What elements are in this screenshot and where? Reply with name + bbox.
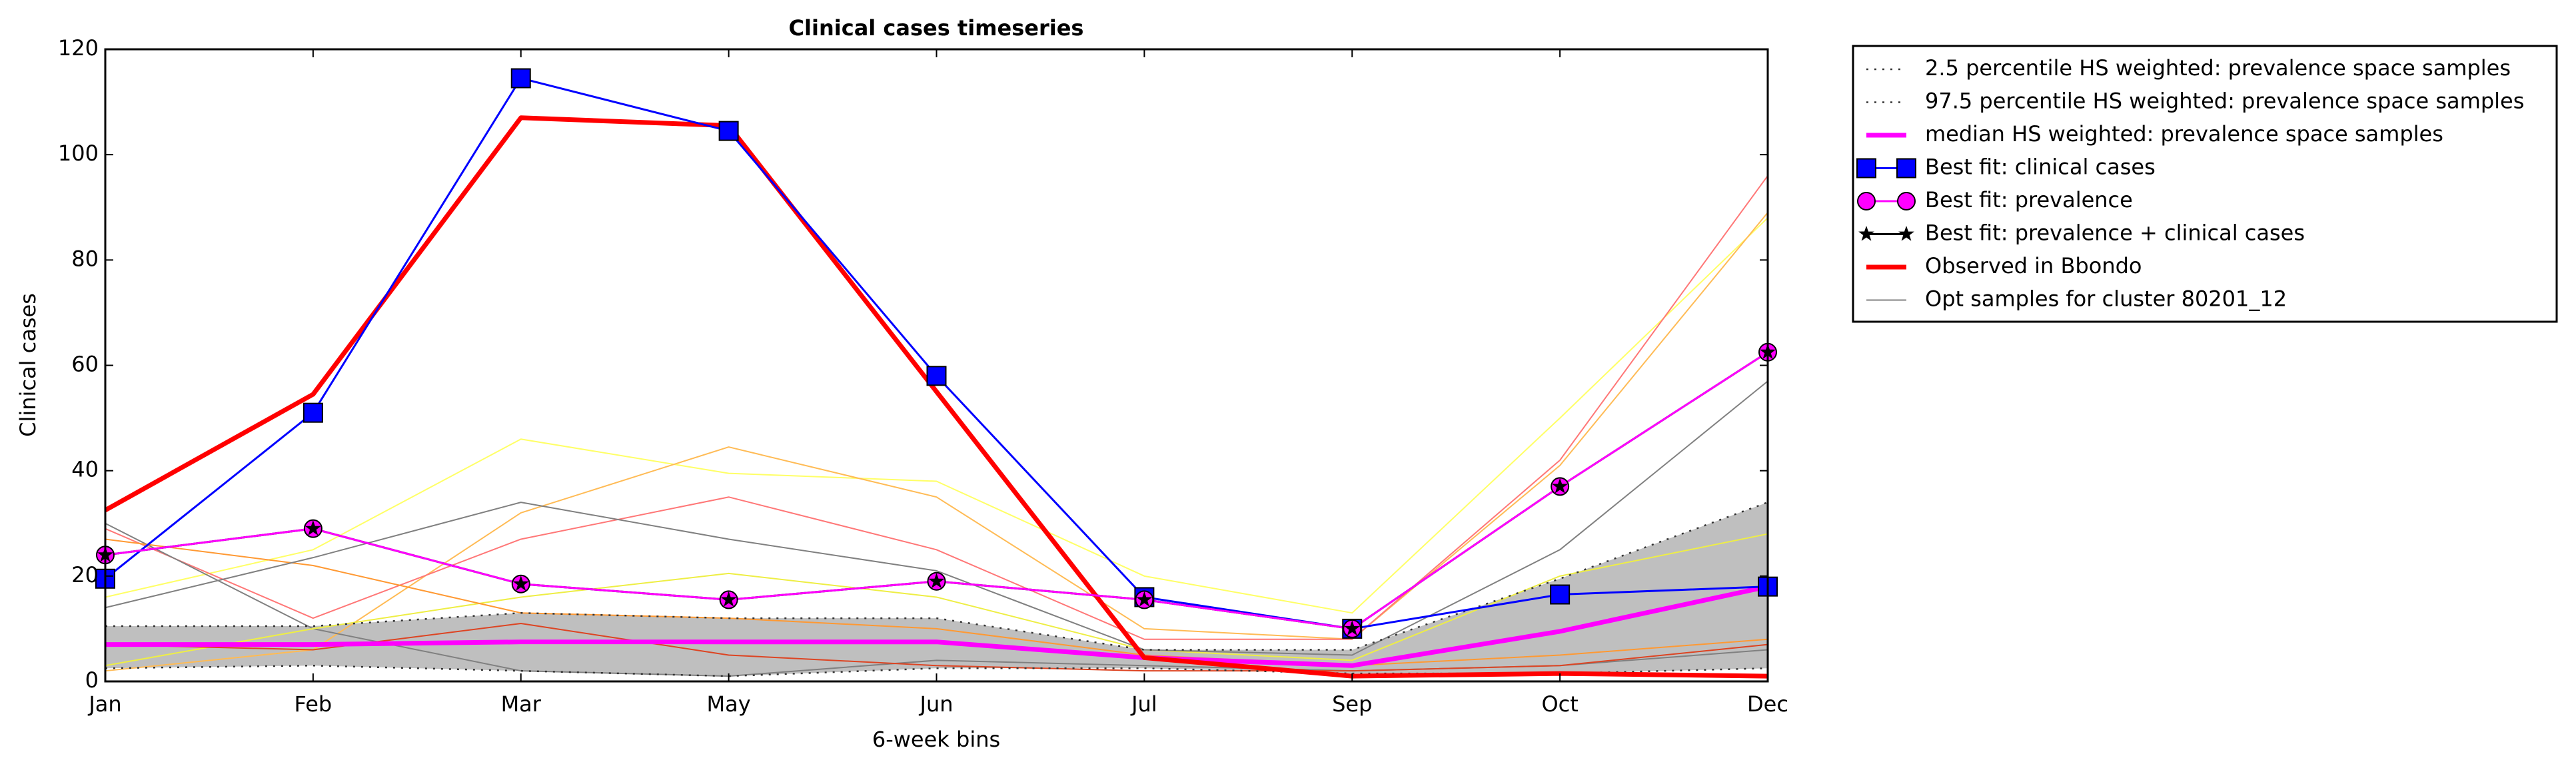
y-axis-label: Clinical cases <box>15 293 41 437</box>
marker-star <box>1552 478 1569 494</box>
marker-square <box>1550 584 1571 605</box>
x-axis-label: 6-week bins <box>872 727 1000 752</box>
sample-line <box>105 533 1768 667</box>
plot-area <box>95 68 1778 679</box>
x-tick-label: May <box>707 691 751 717</box>
marker-star <box>512 576 529 591</box>
sample-line <box>105 538 1768 667</box>
x-tick-label: Jan <box>87 691 121 717</box>
legend-label: median HS weighted: prevalence space sam… <box>1925 121 2443 147</box>
x-tick-label: Mar <box>501 691 542 717</box>
sample-line <box>105 623 1768 672</box>
percentile-band <box>105 502 1768 677</box>
marker-square <box>303 402 323 423</box>
chart-title: Clinical cases timeseries <box>789 15 1084 41</box>
legend-label: 97.5 percentile HS weighted: prevalence … <box>1925 89 2524 114</box>
marker-square <box>926 366 947 386</box>
legend-label: Best fit: prevalence + clinical cases <box>1925 220 2305 246</box>
legend-label: Best fit: prevalence <box>1925 187 2133 212</box>
marker-star <box>1136 591 1153 607</box>
series-line <box>105 584 1768 668</box>
marker-square <box>1856 158 1876 179</box>
marker-star <box>1344 620 1361 636</box>
x-tick-label: Dec <box>1747 691 1788 717</box>
y-tick-label: 20 <box>71 562 99 587</box>
marker-square <box>510 68 531 89</box>
y-tick-label: 100 <box>58 141 99 166</box>
marker-square <box>1896 158 1916 179</box>
legend-label: 2.5 percentile HS weighted: prevalence s… <box>1925 55 2511 81</box>
legend-frame <box>1852 45 2558 323</box>
marker-circle <box>1897 192 1916 210</box>
y-tick-label: 120 <box>58 35 99 61</box>
x-tick-label: Oct <box>1541 691 1578 717</box>
y-tick-label: 0 <box>85 667 99 693</box>
sample-line <box>105 212 1768 672</box>
y-tick-label: 80 <box>71 246 99 271</box>
marker-square <box>718 121 739 141</box>
marker-star <box>1898 225 1914 241</box>
legend: 2.5 percentile HS weighted: prevalence s… <box>1852 45 2558 323</box>
series-line <box>105 501 1768 651</box>
legend-label: Best fit: clinical cases <box>1925 155 2156 180</box>
marker-star <box>928 573 945 588</box>
y-tick-label: 60 <box>71 352 99 377</box>
sample-line <box>105 217 1768 614</box>
x-tick-label: Feb <box>295 691 332 717</box>
legend-label: Opt samples for cluster 80201_12 <box>1925 286 2287 312</box>
y-tick-label: 40 <box>71 457 99 482</box>
legend-label: Observed in Bbondo <box>1925 253 2142 278</box>
x-tick-label: Jun <box>919 691 954 717</box>
sample-line <box>105 380 1768 656</box>
x-tick-label: Jul <box>1130 691 1157 717</box>
marker-star <box>720 591 737 607</box>
marker-star <box>1858 225 1874 241</box>
sample-line <box>105 175 1768 640</box>
marker-star <box>305 520 321 536</box>
x-tick-label: Sep <box>1332 691 1372 717</box>
marker-circle <box>1857 192 1876 210</box>
